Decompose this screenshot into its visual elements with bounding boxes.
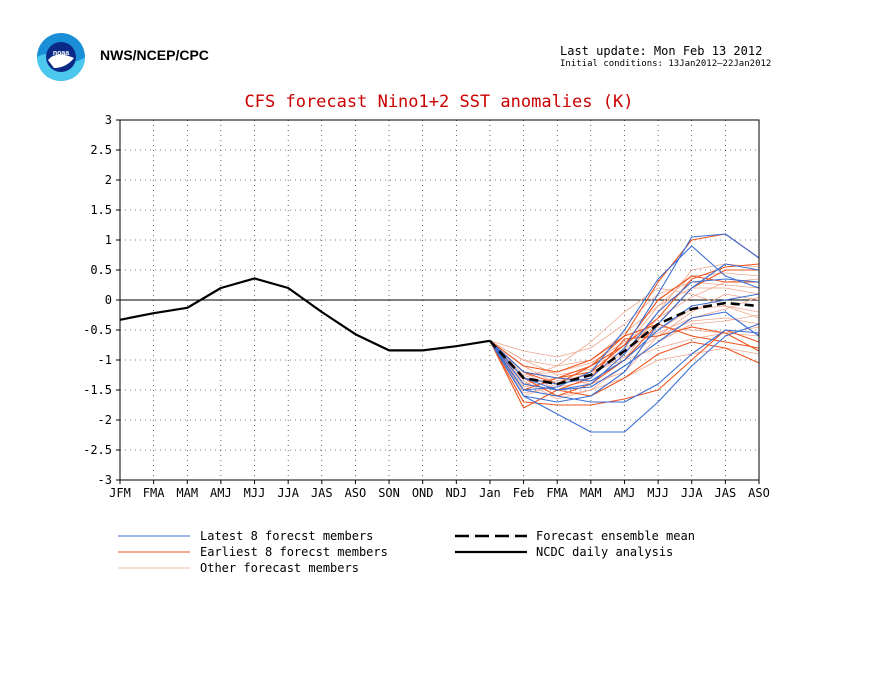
x-tick-label: Jan bbox=[479, 486, 501, 500]
svg-text:noaa: noaa bbox=[53, 50, 69, 57]
y-tick-label: -2.5 bbox=[83, 443, 112, 457]
noaa-logo: noaa bbox=[37, 33, 85, 81]
x-tick-label: JFM bbox=[109, 486, 131, 500]
x-tick-label: ASO bbox=[748, 486, 770, 500]
y-tick-label: -1 bbox=[98, 353, 112, 367]
series-line-latest bbox=[489, 311, 760, 391]
y-tick-label: 1.5 bbox=[90, 203, 112, 217]
last-update-text: Last update: Mon Feb 13 2012 bbox=[560, 44, 763, 58]
legend-label-analysis: NCDC daily analysis bbox=[536, 545, 673, 559]
series-line-earliest bbox=[489, 263, 760, 385]
org-label: NWS/NCEP/CPC bbox=[100, 47, 209, 63]
x-tick-label: OND bbox=[412, 486, 434, 500]
series-line-mean bbox=[488, 301, 760, 386]
x-tick-label: FMA bbox=[546, 486, 568, 500]
x-tick-label: AMJ bbox=[210, 486, 232, 500]
x-tick-label: SON bbox=[378, 486, 400, 500]
legend-label-latest: Latest 8 forecst members bbox=[200, 529, 373, 543]
x-tick-label: Feb bbox=[513, 486, 535, 500]
series-line-latest bbox=[489, 293, 760, 382]
series-line-latest bbox=[489, 329, 760, 403]
y-tick-label: 1 bbox=[105, 233, 112, 247]
y-tick-label: 2 bbox=[105, 173, 112, 187]
y-tick-label: 0 bbox=[105, 293, 112, 307]
y-tick-label: 3 bbox=[105, 113, 112, 127]
x-tick-label: MAM bbox=[176, 486, 198, 500]
x-tick-label: MJJ bbox=[244, 486, 266, 500]
legend-label-mean: Forecast ensemble mean bbox=[536, 529, 695, 543]
y-tick-label: 0.5 bbox=[90, 263, 112, 277]
legend-label-other: Other forecast members bbox=[200, 561, 359, 575]
x-tick-label: JAS bbox=[715, 486, 737, 500]
x-tick-label: NDJ bbox=[445, 486, 467, 500]
x-tick-label: JAS bbox=[311, 486, 333, 500]
x-tick-label: FMA bbox=[143, 486, 165, 500]
grid bbox=[120, 120, 759, 480]
legend: Latest 8 forecst members Earliest 8 forec… bbox=[118, 529, 695, 575]
series-line-latest bbox=[489, 278, 760, 391]
chart-title: CFS forecast Nino1+2 SST anomalies (K) bbox=[245, 92, 634, 112]
series-line-other bbox=[489, 287, 760, 367]
initial-conditions-text: Initial conditions: 13Jan2012–22Jan2012 bbox=[560, 59, 772, 69]
x-tick-label: MJJ bbox=[647, 486, 669, 500]
y-tick-label: -2 bbox=[98, 413, 112, 427]
x-tick-label: AMJ bbox=[614, 486, 636, 500]
series-line-analysis bbox=[119, 277, 491, 352]
plot-frame bbox=[119, 119, 760, 481]
legend-label-earliest: Earliest 8 forecst members bbox=[200, 545, 388, 559]
series-line-latest bbox=[489, 263, 760, 403]
series-line-other bbox=[489, 281, 760, 358]
x-tick-label: JJA bbox=[277, 486, 299, 500]
y-tick-label: -3 bbox=[98, 473, 112, 487]
series-line-latest bbox=[489, 245, 760, 391]
series-line-earliest bbox=[489, 323, 760, 373]
y-tick-label: 2.5 bbox=[90, 143, 112, 157]
x-tick-label: JJA bbox=[681, 486, 703, 500]
x-tick-label: ASO bbox=[345, 486, 367, 500]
x-tick-label: MAM bbox=[580, 486, 602, 500]
series-line-other bbox=[489, 293, 760, 385]
series-lines bbox=[119, 233, 760, 433]
axes: JFM FMA MAM AMJ MJJ JJA JAS ASO SON OND NDJ Jan Feb F… bbox=[83, 113, 770, 500]
series-line-latest bbox=[489, 323, 760, 433]
y-tick-label: -1.5 bbox=[83, 383, 112, 397]
y-tick-label: -0.5 bbox=[83, 323, 112, 337]
